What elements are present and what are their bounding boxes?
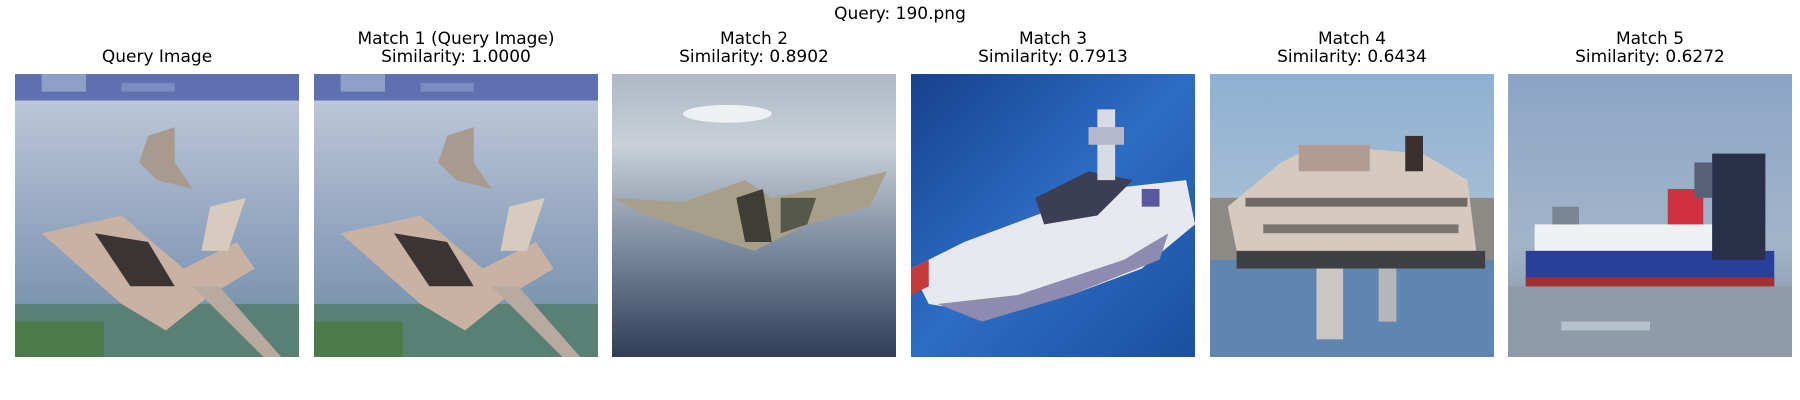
query-panel: Query Image [15, 30, 299, 357]
similarity-score: Similarity: 0.6434 [1277, 47, 1427, 67]
match-panel-2: Match 2 Similarity: 0.8902 [612, 29, 896, 357]
match-panel-4: Match 4 Similarity: 0.6434 [1210, 29, 1494, 357]
similarity-score: Similarity: 0.6272 [1575, 47, 1725, 67]
panel-title-line1: Match 5 [1615, 29, 1685, 49]
panel-title-line1: Match 3 [1018, 29, 1088, 49]
similarity-score: Similarity: 0.7913 [978, 47, 1128, 67]
similarity-score: Similarity: 0.8902 [679, 47, 829, 67]
match-image-fighter-jets [314, 74, 598, 357]
match-image-speedboat [911, 74, 1195, 357]
panel-title-line1: Query Image [101, 47, 213, 67]
match-image-ferry [1210, 74, 1494, 357]
query-image-fighter-jets [15, 74, 299, 357]
panel-title-line1: Match 2 [719, 29, 789, 49]
panel-title-line1: Match 1 (Query Image) [357, 29, 555, 49]
match-panel-3: Match 3 Similarity: 0.7913 [911, 29, 1195, 357]
match-image-stealth-bomber [612, 74, 896, 357]
match-panel-5: Match 5 Similarity: 0.6272 [1508, 29, 1792, 357]
panel-title-line1: Match 4 [1317, 29, 1387, 49]
similarity-score: Similarity: 1.0000 [381, 47, 531, 67]
figure-title: Query: 190.png [834, 4, 966, 24]
match-panel-1: Match 1 (Query Image) Similarity: 1.0000 [314, 29, 598, 357]
match-image-blue-cargo-ship [1508, 74, 1792, 357]
